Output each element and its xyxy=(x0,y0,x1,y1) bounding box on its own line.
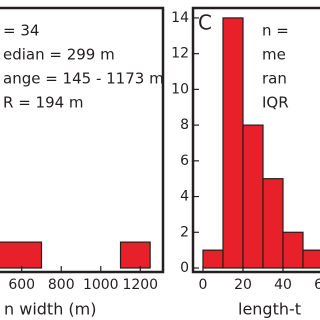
y-tick-label: 12 xyxy=(171,46,189,62)
bar xyxy=(302,249,320,269)
y-tick-label: 10 xyxy=(171,81,189,97)
y-tick-label: 6 xyxy=(180,153,189,169)
stat-line: ange = 145 - 1173 m xyxy=(3,70,164,88)
stat-line: ran xyxy=(262,70,287,88)
x-tick-label: 40 xyxy=(274,277,292,293)
bar xyxy=(222,17,244,269)
x-tick-label: 1000 xyxy=(83,277,119,293)
stat-line: R = 194 m xyxy=(3,94,84,112)
plot-frame xyxy=(0,6,165,274)
bar xyxy=(282,231,304,269)
y-tick-label: 8 xyxy=(180,117,189,133)
panel-label: C xyxy=(198,11,212,35)
bar xyxy=(262,178,284,269)
y-tick-label: 14 xyxy=(171,10,189,26)
x-tick-label: 0 xyxy=(199,277,208,293)
stat-line: edian = 299 m xyxy=(3,46,115,64)
x-axis-label: n width (m) xyxy=(4,300,96,319)
x-tick-label: 600 xyxy=(8,277,35,293)
y-tick-label: 0 xyxy=(180,260,189,276)
stat-line: = 34 xyxy=(3,22,39,40)
y-tick-label: 2 xyxy=(180,224,189,240)
bar xyxy=(119,241,151,269)
stat-line: IQR xyxy=(262,94,289,112)
x-axis-label: length-t xyxy=(238,300,301,319)
stat-line: me xyxy=(262,46,286,64)
x-tick-label: 20 xyxy=(234,277,252,293)
x-tick-label: 800 xyxy=(48,277,75,293)
x-tick-label: 60 xyxy=(314,277,320,293)
bar xyxy=(242,124,264,269)
plot-frame xyxy=(191,6,320,274)
bar xyxy=(202,249,224,269)
stat-line: n = xyxy=(262,22,289,40)
y-tick-label: 4 xyxy=(180,189,189,205)
bar xyxy=(0,241,43,269)
x-tick-label: 1200 xyxy=(122,277,158,293)
